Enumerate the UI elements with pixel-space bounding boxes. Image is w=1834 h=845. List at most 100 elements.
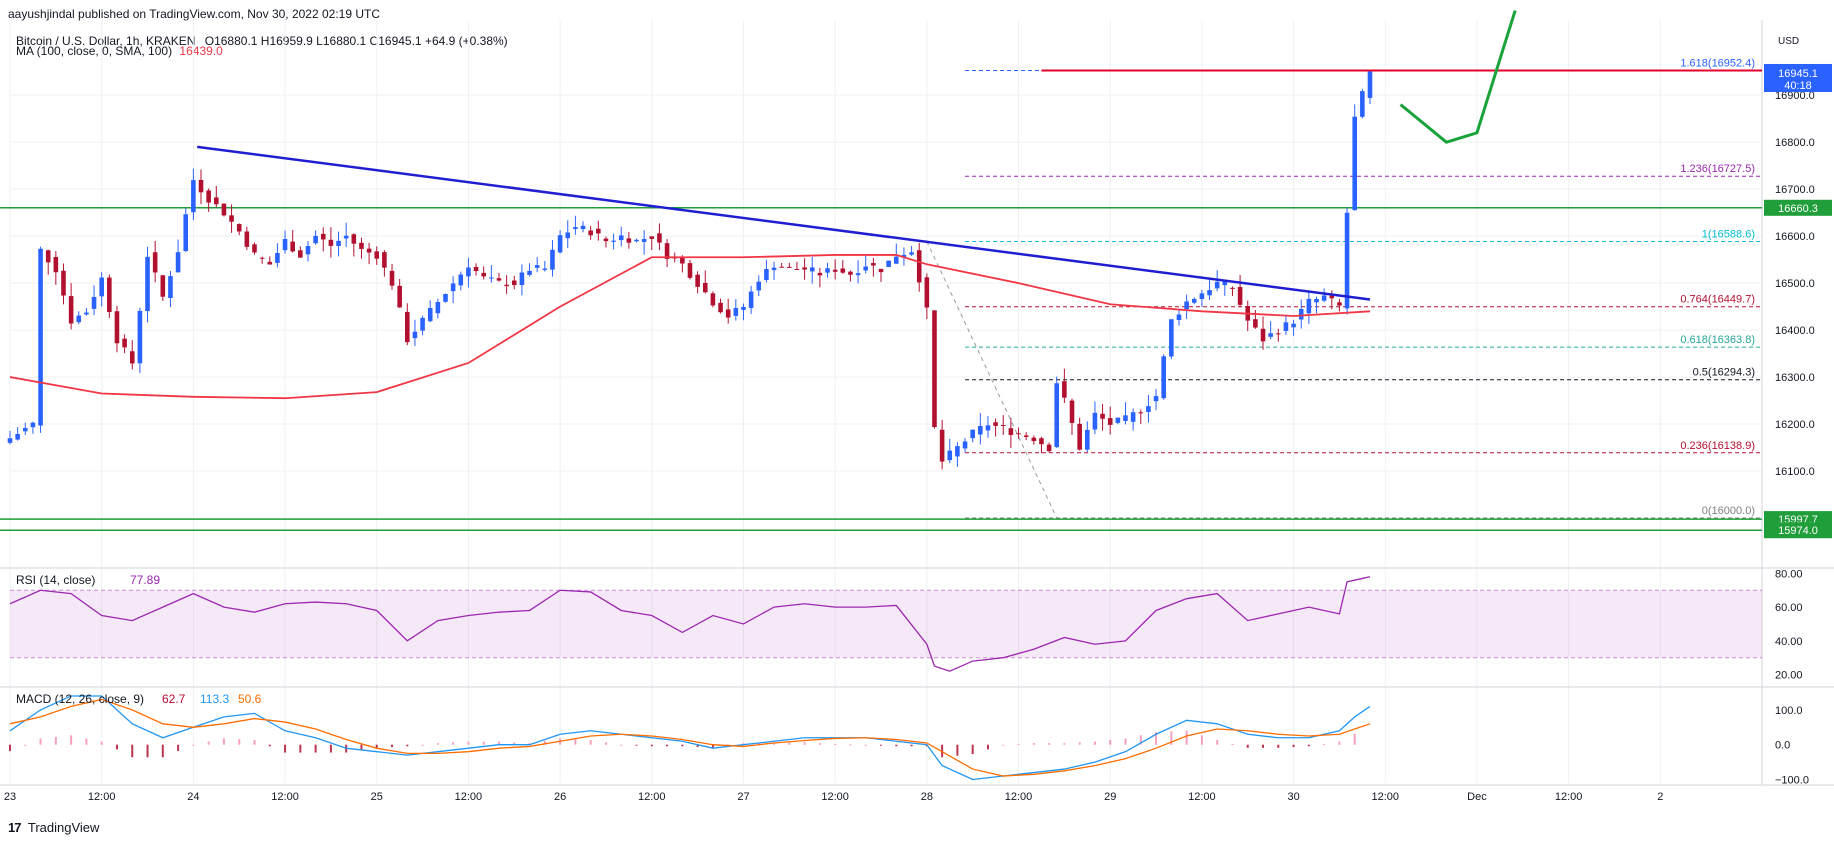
candle-body — [53, 256, 59, 273]
candle-body — [1283, 322, 1289, 331]
candle-body — [1000, 424, 1006, 426]
candle-body — [328, 239, 334, 246]
publisher-line: aayushjindal published on TradingView.co… — [8, 7, 381, 21]
candle-body — [848, 271, 853, 275]
macd-histogram-bar — [986, 744, 989, 750]
macd-histogram-bar — [146, 744, 149, 758]
candle-body — [1031, 437, 1037, 442]
candle-body — [1146, 406, 1151, 413]
candle-body — [1199, 293, 1205, 300]
candle-body — [1230, 287, 1235, 289]
candle-body — [932, 310, 937, 428]
macd-histogram-bar — [650, 744, 653, 747]
time-tick-label: 27 — [737, 791, 749, 803]
candle-body — [1298, 308, 1304, 320]
macd-histogram-bar — [910, 744, 913, 747]
candle-body — [817, 272, 823, 276]
symbol-title: Bitcoin / U.S. Dollar, 1h, KRAKEN — [16, 34, 196, 48]
candle-body — [7, 438, 13, 443]
candle-body — [259, 257, 265, 259]
candle-body — [985, 425, 991, 431]
tradingview-brand[interactable]: 17 TradingView — [8, 820, 99, 835]
macd-histogram-bar — [956, 744, 959, 756]
candle-body — [22, 427, 28, 432]
candle-body — [534, 265, 540, 268]
macd-histogram-bar — [1338, 741, 1341, 745]
price-axis-badge — [1764, 522, 1832, 539]
candle-body — [236, 224, 242, 232]
macd-histogram-bar — [299, 744, 302, 753]
time-tick-label: 23 — [4, 791, 16, 803]
macd-histogram-bar — [192, 744, 195, 746]
macd-histogram-bar — [9, 744, 11, 751]
candle-body — [1069, 400, 1075, 423]
macd-histogram-bar — [360, 744, 363, 751]
candle-body — [550, 249, 555, 270]
macd-histogram-bar — [207, 741, 210, 745]
candle-body — [565, 232, 571, 239]
candle-body — [397, 285, 402, 308]
symbol-legend[interactable]: Bitcoin / U.S. Dollar, 1h, KRAKEN O16880… — [16, 34, 508, 48]
macd-histogram-bar — [1032, 743, 1035, 745]
candles — [7, 71, 1373, 470]
last-price-badge — [1764, 63, 1832, 92]
candle-body — [152, 252, 158, 273]
candle-body — [893, 256, 899, 264]
macd-histogram-bar — [1155, 732, 1158, 745]
candle-body — [1314, 298, 1319, 303]
candle-body — [924, 277, 930, 308]
macd-histogram-bar — [620, 744, 623, 746]
candle-body — [198, 179, 204, 193]
macd-histogram-bar — [788, 742, 791, 745]
macd-histogram-bar — [1109, 740, 1112, 745]
macd-histogram-bar — [85, 738, 88, 745]
macd-histogram-bar — [436, 743, 439, 745]
candle-body — [221, 203, 227, 216]
price-axis-badge-label: 15974.0 — [1778, 525, 1818, 537]
rsi-tick-label: 20.00 — [1775, 670, 1803, 682]
candle-body — [840, 268, 846, 273]
candle-body — [267, 261, 273, 265]
candle-body — [886, 260, 891, 267]
time-tick-label: 28 — [921, 791, 933, 803]
macd-legend-value: 62.7 — [162, 692, 186, 706]
macd-histogram-bar — [131, 744, 134, 758]
macd-histogram-bar — [1002, 744, 1005, 746]
candle-body — [382, 252, 387, 268]
candle-body — [320, 233, 326, 240]
candle-body — [855, 273, 861, 276]
macd-histogram-bar — [24, 744, 27, 746]
candle-body — [634, 239, 639, 242]
macd-histogram-bar — [528, 743, 531, 745]
currency-label: USD — [1778, 36, 1799, 47]
candle-body — [168, 276, 173, 299]
macd-histogram-bar — [895, 744, 898, 747]
candle-body — [519, 272, 525, 286]
macd-histogram-bar — [1246, 744, 1249, 748]
candle-body — [955, 446, 960, 457]
candle-body — [45, 250, 51, 263]
time-tick-label: 12:00 — [1005, 791, 1033, 803]
candle-body — [489, 277, 494, 279]
macd-histogram-bar — [880, 744, 882, 746]
candle-body — [825, 268, 830, 273]
candle-body — [909, 252, 914, 255]
macd-histogram-bar — [1063, 743, 1066, 745]
time-tick-label: 26 — [554, 791, 566, 803]
ma-legend[interactable]: MA (100, close, 0, SMA, 100) 16439.0 — [16, 44, 223, 58]
macd-histogram-bar — [1200, 735, 1203, 745]
macd-histogram-bar — [834, 744, 837, 746]
moving-average-line — [9, 254, 1371, 400]
grid-lines — [9, 20, 1762, 783]
candle-body — [1306, 298, 1312, 314]
candle-body — [733, 307, 739, 316]
last-price-value: 16945.1 — [1778, 68, 1818, 80]
candle-body — [939, 429, 945, 462]
fib-label-0: 0(16000.0) — [1702, 505, 1755, 517]
macd-histogram-bar — [543, 740, 546, 745]
macd-histogram-bar — [375, 744, 378, 748]
candle-body — [871, 263, 876, 266]
candle-body — [61, 270, 66, 296]
price-tick-label: 16800.0 — [1775, 137, 1815, 149]
